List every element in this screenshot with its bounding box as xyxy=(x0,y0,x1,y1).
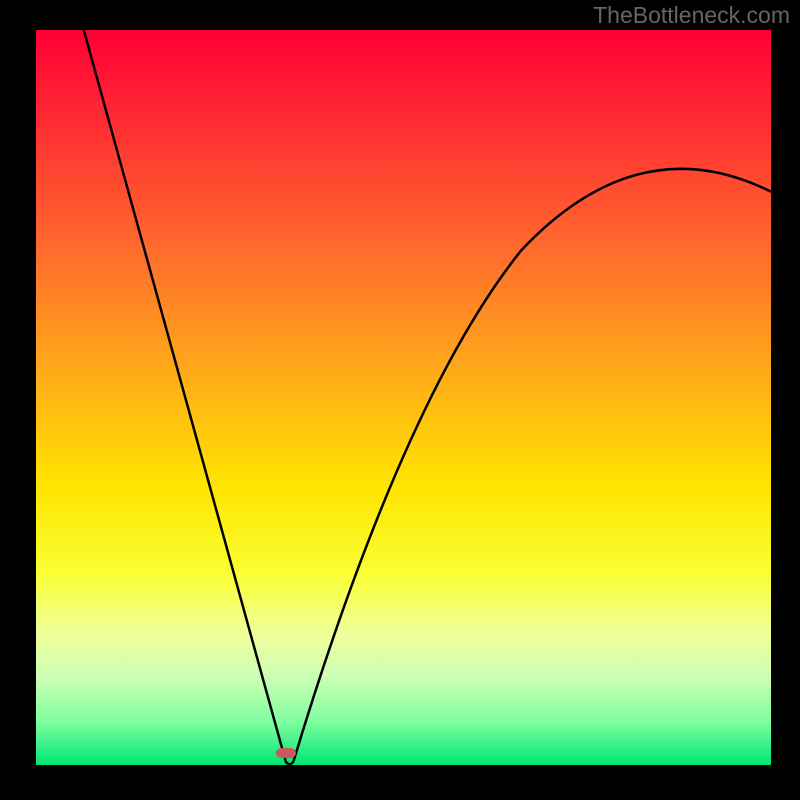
bottleneck-curve xyxy=(36,30,771,765)
watermark-label: TheBottleneck.com xyxy=(593,2,790,29)
chart-plot-area xyxy=(36,30,771,765)
curve-minimum-marker xyxy=(276,748,296,758)
